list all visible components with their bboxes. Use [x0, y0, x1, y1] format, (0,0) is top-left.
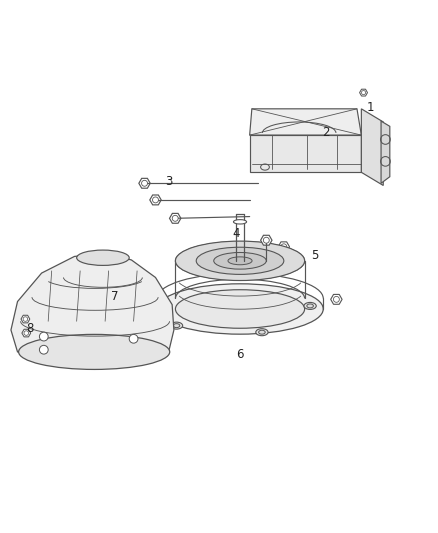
Ellipse shape	[258, 330, 265, 334]
Polygon shape	[22, 329, 31, 337]
Text: 7: 7	[111, 290, 119, 303]
Text: 4: 4	[232, 227, 240, 240]
Circle shape	[361, 91, 366, 95]
Polygon shape	[331, 294, 342, 304]
Circle shape	[23, 317, 28, 321]
Polygon shape	[170, 213, 181, 223]
Text: 2: 2	[322, 126, 330, 140]
Text: 1: 1	[366, 101, 374, 115]
Text: 8: 8	[26, 322, 33, 335]
Ellipse shape	[256, 329, 268, 336]
Circle shape	[39, 332, 48, 341]
Ellipse shape	[228, 257, 252, 265]
Ellipse shape	[176, 290, 305, 328]
Ellipse shape	[233, 220, 247, 224]
Ellipse shape	[187, 245, 293, 277]
Ellipse shape	[157, 284, 323, 334]
Polygon shape	[11, 253, 174, 352]
Circle shape	[333, 296, 339, 302]
Polygon shape	[381, 121, 390, 183]
Polygon shape	[360, 89, 367, 96]
Ellipse shape	[170, 322, 183, 329]
Ellipse shape	[19, 334, 170, 369]
Ellipse shape	[176, 241, 305, 280]
Polygon shape	[150, 195, 161, 205]
Circle shape	[172, 215, 178, 221]
Polygon shape	[250, 109, 361, 135]
Ellipse shape	[304, 302, 316, 310]
Polygon shape	[21, 315, 30, 323]
Polygon shape	[278, 242, 290, 252]
Polygon shape	[250, 135, 361, 172]
Ellipse shape	[214, 253, 266, 269]
Text: 6: 6	[236, 349, 244, 361]
Circle shape	[152, 197, 159, 203]
Polygon shape	[261, 235, 272, 245]
Circle shape	[263, 237, 269, 243]
Polygon shape	[361, 109, 383, 185]
Ellipse shape	[77, 250, 129, 265]
Circle shape	[129, 334, 138, 343]
Circle shape	[39, 345, 48, 354]
Circle shape	[24, 331, 28, 335]
Ellipse shape	[176, 241, 305, 280]
Circle shape	[141, 180, 148, 186]
Ellipse shape	[307, 304, 314, 308]
Ellipse shape	[196, 247, 284, 274]
Ellipse shape	[181, 243, 299, 278]
Text: 3: 3	[165, 175, 172, 188]
Text: 5: 5	[311, 249, 318, 262]
Ellipse shape	[173, 324, 180, 328]
Polygon shape	[139, 179, 150, 188]
Circle shape	[281, 244, 287, 250]
